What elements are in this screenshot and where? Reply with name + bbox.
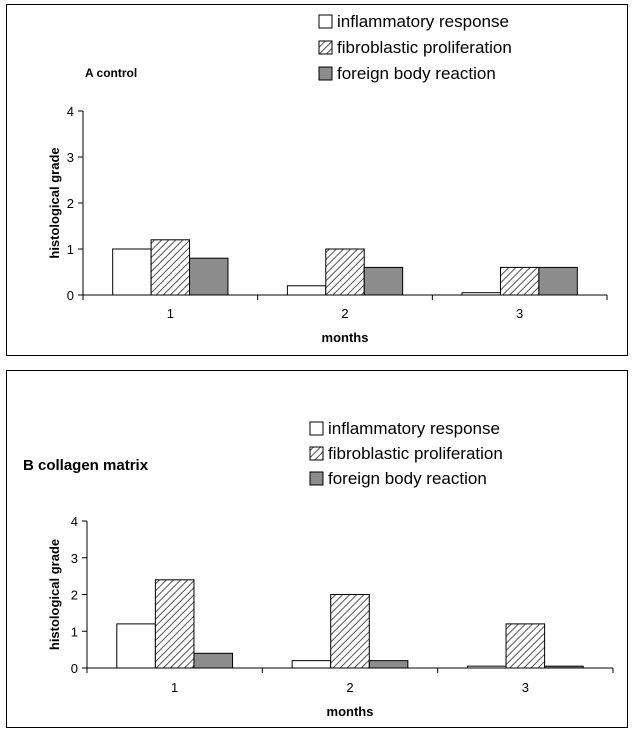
chart-a-y-axis-label: histological grade — [47, 147, 62, 258]
chart-a-legend-swatch-1 — [318, 14, 333, 29]
chart-b-title: B collagen matrix — [23, 457, 149, 474]
chart-a-legend-label-3: foreign body reaction — [337, 64, 496, 83]
chart-b-y-axis-label: histological grade — [47, 539, 62, 650]
chart-a-y-tick-label-4: 4 — [67, 104, 74, 119]
chart-b-bar-s1-m3 — [466, 665, 507, 669]
chart-a-bar-s3-m3 — [538, 266, 578, 296]
chart-b-y-tick-label-0: 0 — [71, 661, 78, 676]
chart-b-bar-s1-m2 — [291, 660, 332, 669]
chart-b-y-tick-label-3: 3 — [71, 551, 78, 566]
chart-a-legend-label-2: fibroblastic proliferation — [337, 38, 512, 57]
chart-b-legend-label-3: foreign body reaction — [328, 469, 487, 488]
chart-b-bar-s3-m3 — [544, 665, 584, 669]
chart-b-legend-label-2: fibroblastic proliferation — [328, 444, 503, 463]
chart-b-bar-s2-m3 — [505, 623, 546, 669]
chart-b-bar-s2-m2 — [330, 594, 370, 669]
chart-a-y-tick-label-1: 1 — [67, 242, 74, 257]
chart-b-bar-s3-m2 — [368, 660, 409, 669]
chart-a-bar-s1-m1 — [112, 248, 152, 296]
chart-b-y-tick-label-2: 2 — [71, 588, 78, 603]
chart-panel-b: B collagen matrix inflammatory response fi… — [6, 370, 628, 728]
chart-b-y-tick-label-4: 4 — [71, 514, 78, 529]
chart-a-y-tick-label-2: 2 — [67, 196, 74, 211]
chart-b-y-tick-label-1: 1 — [71, 624, 78, 639]
chart-a-bar-s2-m1 — [150, 239, 191, 296]
chart-b-svg: B collagen matrix inflammatory response fi… — [23, 419, 614, 719]
chart-a-bar-s3-m2 — [363, 266, 404, 296]
chart-a-legend-swatch-2 — [318, 40, 333, 55]
chart-a-x-tick-label-1: 1 — [167, 306, 174, 321]
chart-a-title: A control — [85, 66, 137, 80]
chart-b-legend-label-1: inflammatory response — [328, 419, 500, 438]
chart-a-bar-s2-m3 — [499, 266, 540, 296]
chart-a-bar-s1-m2 — [286, 285, 327, 296]
chart-b-legend-swatch-2 — [309, 446, 324, 461]
chart-b-legend-swatch-3 — [309, 471, 324, 486]
chart-b-x-axis-label: months — [327, 704, 374, 719]
chart-b-bar-s2-m1 — [154, 579, 195, 669]
chart-b-bar-s1-m1 — [116, 623, 156, 669]
chart-b-x-tick-label-1: 1 — [171, 680, 178, 695]
chart-panel-a: A control inflammatory response fibroblast… — [6, 4, 628, 356]
chart-a-bar-s2-m2 — [325, 248, 365, 296]
chart-a-y-tick-label-3: 3 — [67, 150, 74, 165]
chart-a-legend-label-1: inflammatory response — [337, 12, 509, 31]
chart-a-svg: A control inflammatory response fibroblast… — [47, 12, 608, 345]
chart-a-x-tick-label-3: 3 — [516, 306, 523, 321]
chart-a-x-axis-label: months — [322, 330, 369, 345]
chart-b-legend-swatch-1 — [309, 421, 324, 436]
chart-b-bar-s3-m1 — [193, 652, 234, 669]
chart-a-legend-swatch-3 — [318, 66, 333, 81]
chart-a-x-tick-label-2: 2 — [341, 306, 348, 321]
chart-a-bar-s3-m1 — [189, 257, 229, 296]
chart-a-bar-s1-m3 — [461, 292, 501, 296]
chart-b-x-tick-label-3: 3 — [522, 680, 529, 695]
chart-a-y-tick-label-0: 0 — [67, 288, 74, 303]
chart-b-x-tick-label-2: 2 — [346, 680, 353, 695]
